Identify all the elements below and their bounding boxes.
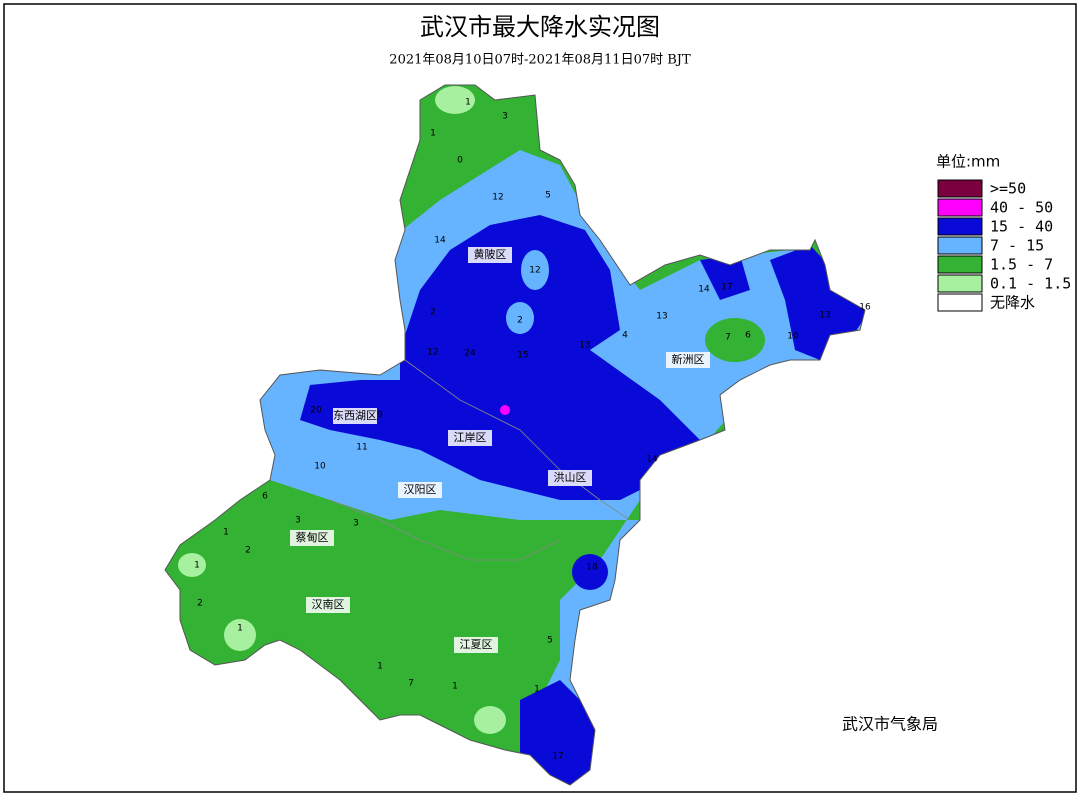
title: 武汉市最大降水实况图 [420,13,660,41]
district-label-bg [398,482,442,498]
station-value: 0 [457,156,463,166]
station-value: 14 [434,236,446,246]
station-value: 1 [194,561,200,571]
station-value: 5 [545,191,551,201]
station-value: 6 [745,331,751,341]
district-label: 蔡甸区 [296,531,329,544]
station-value: 15 [517,351,528,361]
station-value: 5 [547,636,553,646]
zone-dark-blue-east [770,245,865,360]
district-label: 汉南区 [312,598,345,611]
station-value: 10 [314,462,326,472]
zone-pale-green [435,86,475,114]
district-label-bg [454,637,498,653]
zone-pale-green [178,553,206,577]
legend-label: 40 - 50 [990,199,1053,217]
station-value: 14 [698,285,710,295]
station-value: 16 [859,303,871,313]
station-value: 13 [656,312,667,322]
station-value: 7 [725,333,731,343]
station-value: 1 [534,685,540,695]
legend-label: 7 - 15 [990,237,1044,255]
legend-label: 0.1 - 1.5 [990,275,1071,293]
zone-light-spot [506,302,534,334]
station-value: 2 [197,599,203,609]
station-value: 10 [787,332,799,342]
station-value: 13 [819,311,830,321]
station-value: 3 [353,519,359,529]
station-value: 12 [492,193,503,203]
legend-swatch [937,236,983,255]
station-value: 24 [464,349,476,359]
legend-label: 无降水 [990,294,1035,312]
legend-label: >=50 [990,180,1026,198]
district-label: 新洲区 [672,352,705,366]
district-label-bg [666,352,710,368]
district-label-bg [448,430,492,446]
district-label: 洪山区 [554,470,587,484]
station-value: 7 [408,679,414,689]
station-value: 6 [262,492,268,502]
station-value: 17 [552,752,563,762]
zone-dark-blue-ne [700,255,750,300]
legend-swatch [937,179,983,198]
district-label: 江夏区 [460,638,493,651]
district-label: 汉阳区 [404,483,437,496]
zone-pale-green [474,706,506,734]
district-label-bg [290,530,334,546]
legend-label: 1.5 - 7 [990,256,1053,274]
station-value: 20 [310,406,322,416]
station-value: 1 [430,129,436,139]
station-value: 4 [622,331,628,341]
station-value: 14 [646,455,658,465]
district-label-bg [333,408,377,424]
station-value: 18 [586,563,598,573]
station-value: 1 [465,98,471,108]
district-label: 江岸区 [454,431,487,444]
footer: 武汉市气象局 [842,715,938,734]
station-value: 3 [502,112,508,122]
district-label-bg [468,247,512,263]
legend-swatch [937,274,983,293]
zone-dark-blue-south [520,680,600,785]
legend-title: 单位:mm [936,153,1000,171]
station-value: 9 [377,411,383,421]
zone-dark-blue-spot [572,554,608,590]
station-value: 1 [452,682,458,692]
zone-magenta [500,405,510,415]
station-value: 12 [427,348,438,358]
legend-swatch [937,217,983,236]
subtitle: 2021年08月10日07时-2021年08月11日07时 BJT [389,53,691,68]
station-value: 3 [295,516,301,526]
station-value: 1 [377,662,383,672]
station-value: 1 [237,624,243,634]
district-borders [329,359,631,561]
station-value: 2 [245,546,251,556]
station-value: 2 [430,308,436,318]
zone-dark-blue [300,215,700,500]
district-label-bg [548,470,592,486]
legend-swatch [937,293,983,312]
legend-swatch [937,198,983,217]
station-value: 13 [579,341,590,351]
legend-label: 15 - 40 [990,218,1053,236]
zone-green-east [705,318,765,362]
zone-light-spot [521,250,549,290]
district-label: 东西湖区 [333,409,377,422]
station-value: 12 [529,266,540,276]
station-value: 2 [517,316,523,326]
zone-pale-green [224,619,256,651]
district-label: 黄陂区 [474,247,507,261]
station-value: 11 [356,443,367,453]
legend-swatch [937,255,983,274]
station-value: 17 [721,283,732,293]
station-value: 1 [223,528,229,538]
district-label-bg [306,597,350,613]
